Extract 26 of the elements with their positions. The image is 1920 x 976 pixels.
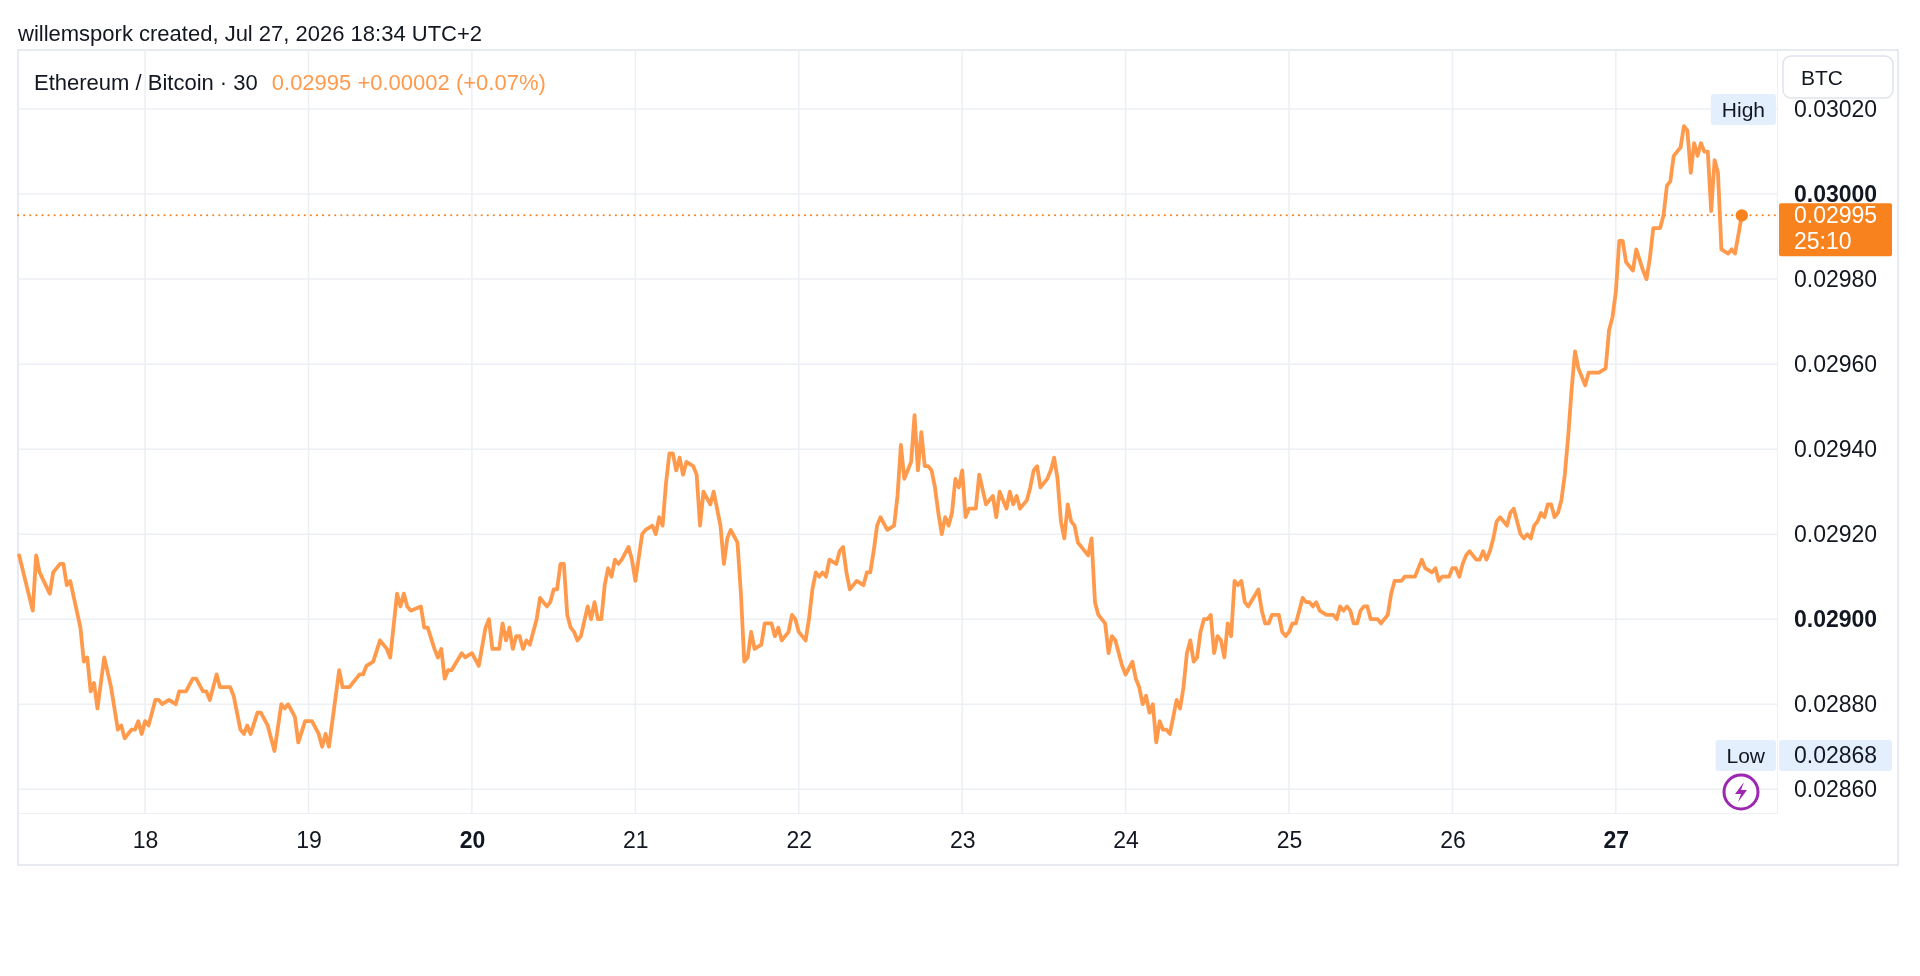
y-tick-label: 0.02900 xyxy=(1794,606,1878,633)
text: BTC xyxy=(1801,65,1843,89)
x-tick-label: 18 xyxy=(132,827,159,854)
x-tick-label: 23 xyxy=(949,827,976,854)
y-tick-label: 0.02980 xyxy=(1794,265,1878,292)
x-tick-label: 27 xyxy=(1603,827,1630,854)
x-tick-label: 20 xyxy=(459,827,486,854)
x-tick-label: 24 xyxy=(1113,827,1140,854)
text: 0.02995 +0.00002 (+0.07%) xyxy=(271,69,546,95)
x-tick-label: 21 xyxy=(623,827,649,854)
y-tick-label: 0.03020 xyxy=(1794,95,1878,122)
text: Ethereum / Bitcoin · 30 xyxy=(34,69,258,95)
x-tick-label: 19 xyxy=(296,827,322,854)
text: 0.02868 xyxy=(1794,742,1878,768)
x-tick-label: 22 xyxy=(786,827,813,854)
text: willemspork created, Jul 27, 2026 18:34 UTC+2 xyxy=(17,20,483,46)
y-tick-label: 0.02920 xyxy=(1794,521,1878,548)
y-tick-label: 0.02860 xyxy=(1794,776,1878,803)
annotation: Low xyxy=(1726,743,1766,767)
y-tick-label: 0.02940 xyxy=(1794,436,1878,462)
x-tick-label: 26 xyxy=(1440,827,1466,854)
x-tick-label: 25 xyxy=(1276,827,1303,854)
annotation: High xyxy=(1721,97,1765,121)
text: 25:10 xyxy=(1794,228,1852,255)
y-tick-label: 0.02880 xyxy=(1794,691,1878,718)
y-tick-label: 0.02960 xyxy=(1794,350,1878,377)
